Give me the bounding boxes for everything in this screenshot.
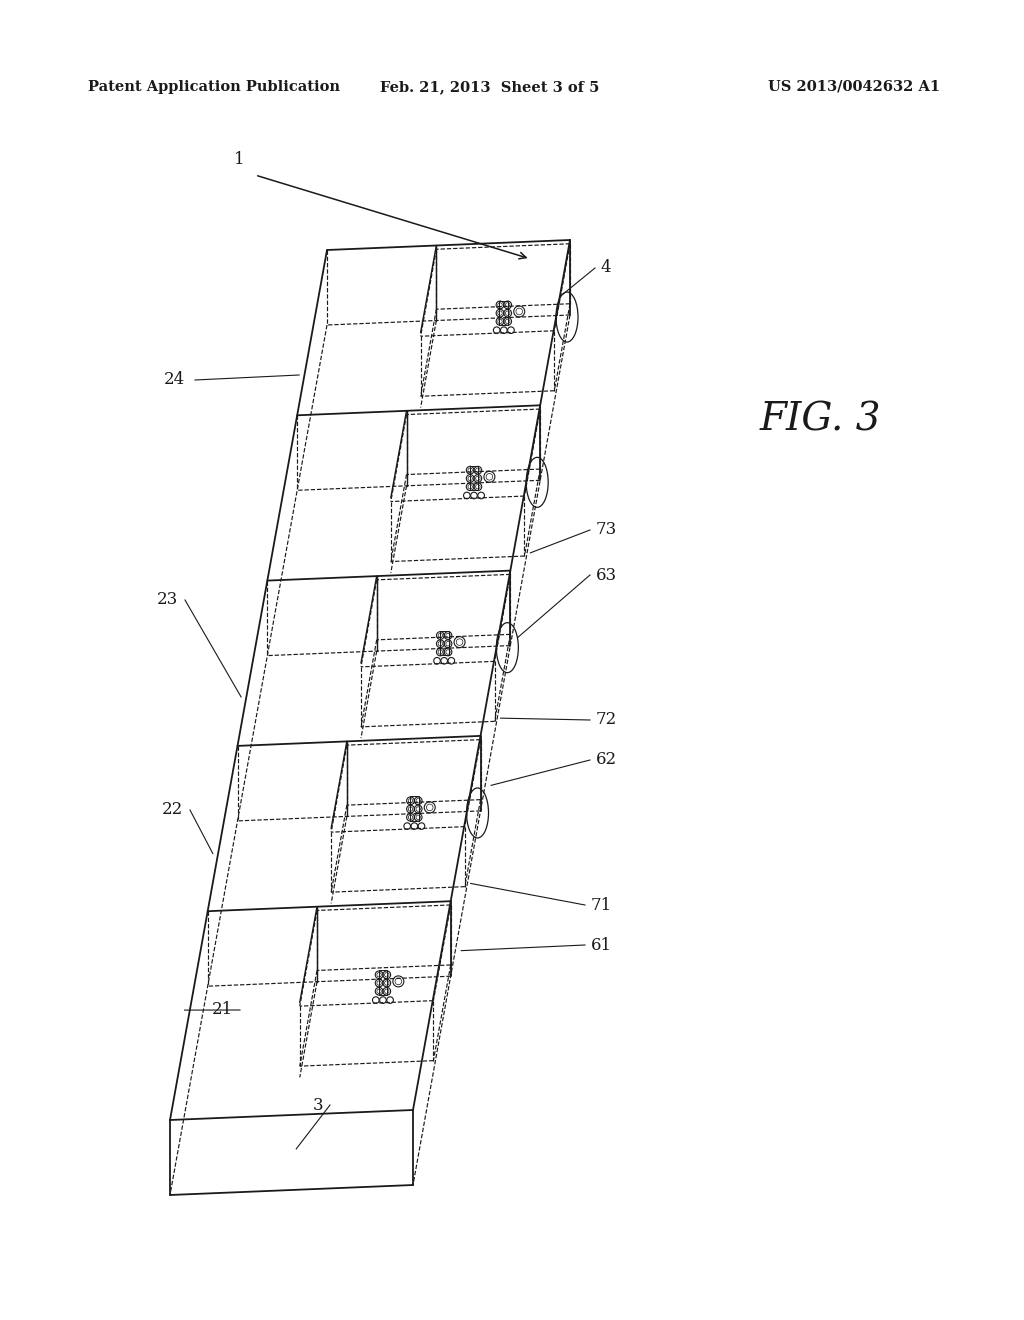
Text: 73: 73: [596, 521, 617, 539]
Text: 63: 63: [596, 566, 617, 583]
Text: Feb. 21, 2013  Sheet 3 of 5: Feb. 21, 2013 Sheet 3 of 5: [380, 81, 600, 94]
Text: 22: 22: [162, 801, 183, 818]
Text: 72: 72: [596, 711, 617, 729]
Text: 23: 23: [157, 591, 178, 609]
Text: 71: 71: [591, 896, 612, 913]
Text: FIG. 3: FIG. 3: [759, 401, 881, 438]
Text: 1: 1: [234, 150, 245, 168]
Text: 62: 62: [596, 751, 617, 768]
Text: Patent Application Publication: Patent Application Publication: [88, 81, 340, 94]
Text: 61: 61: [591, 936, 612, 953]
Text: 3: 3: [312, 1097, 323, 1114]
Text: 24: 24: [164, 371, 185, 388]
Text: 4: 4: [600, 260, 610, 276]
Text: 21: 21: [212, 1002, 233, 1019]
Text: US 2013/0042632 A1: US 2013/0042632 A1: [768, 81, 940, 94]
